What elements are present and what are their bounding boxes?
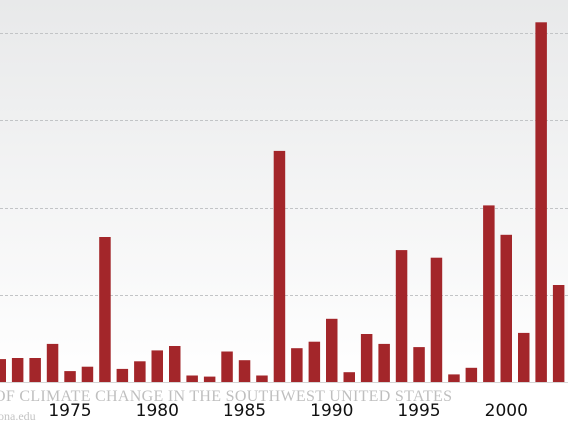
bar-1982 — [186, 375, 198, 382]
bar-1974 — [46, 343, 59, 382]
x-tick-label: 1985 — [223, 401, 266, 421]
bar-1972 — [11, 358, 24, 382]
bar-1987 — [273, 150, 286, 382]
bar-1985 — [238, 360, 251, 382]
bar-1991 — [343, 372, 355, 382]
bar-2002 — [535, 22, 547, 383]
x-tick-label: 1990 — [310, 401, 353, 421]
bar-1993 — [378, 343, 390, 382]
x-tick-label: 1995 — [397, 401, 440, 421]
bar-1996 — [430, 257, 443, 382]
bar-2003 — [552, 285, 565, 382]
x-tick-label: 1980 — [136, 401, 179, 421]
bar-1976 — [81, 366, 94, 382]
bar-1988 — [291, 348, 303, 382]
bar-1981 — [169, 346, 181, 382]
bar-1990 — [326, 318, 338, 382]
bar-1978 — [116, 368, 129, 382]
x-tick-label: 2000 — [485, 401, 528, 421]
bar-1984 — [221, 351, 233, 382]
bar-1977 — [99, 237, 111, 382]
x-tick-label: 1975 — [48, 401, 91, 421]
bar-1997 — [448, 374, 460, 382]
bar-1980 — [151, 350, 163, 382]
watermark-line-1: OF CLIMATE CHANGE IN THE SOUTHWEST UNITE… — [0, 388, 452, 405]
bar-1994 — [395, 250, 408, 382]
bar-1998 — [465, 367, 478, 382]
bar-1986 — [256, 375, 268, 382]
bar-1975 — [64, 371, 76, 382]
bar-1995 — [413, 347, 425, 382]
x-tick-labels: 19751980198519901995200020 — [48, 401, 528, 421]
watermark-line-2: ona.edu — [0, 409, 36, 423]
bar-2000 — [500, 234, 512, 382]
bar-1979 — [134, 361, 146, 382]
bar-1999 — [483, 205, 495, 382]
bar-2001 — [518, 332, 530, 382]
bar-1992 — [360, 334, 373, 382]
bar-series — [0, 22, 565, 383]
bar-1973 — [29, 358, 41, 382]
bar-1983 — [203, 376, 216, 382]
bar-1971 — [0, 359, 6, 382]
bar-1989 — [308, 341, 321, 382]
